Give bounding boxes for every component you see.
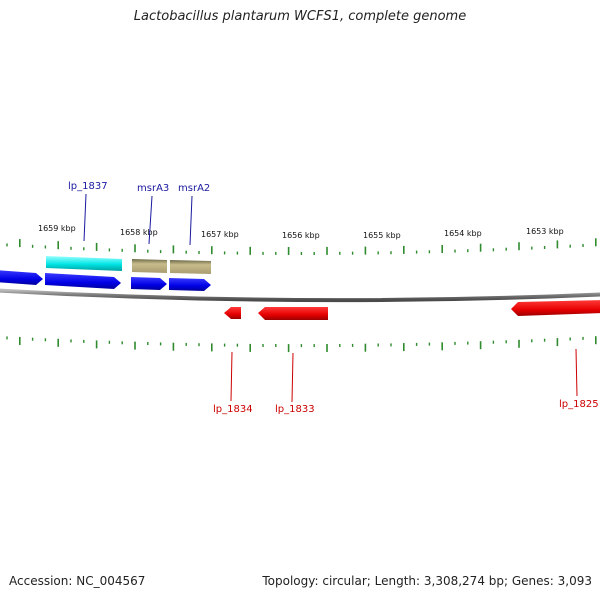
feature-msra2-rna[interactable] [170,260,211,274]
scale-label-1655kbp: 1655 kbp [363,231,401,240]
label-msra3[interactable]: msrA3 [137,183,169,194]
feature-msra3-cds[interactable] [131,277,167,290]
label-lp1834[interactable]: lp_1834 [213,404,253,415]
scale-label-1654kbp: 1654 kbp [444,229,482,238]
label-lp1833[interactable]: lp_1833 [275,404,315,415]
scale-label-1659kbp: 1659 kbp [38,224,76,233]
map-title: Lactobacillus plantarum WCFS1, complete … [133,9,467,24]
feature-msra3-rna[interactable] [132,259,167,273]
feature-lp1834-cds[interactable] [224,307,241,319]
feature-lp1825-cds[interactable] [511,300,600,316]
leader-msra3 [148,195,153,245]
scale-label-1653kbp: 1653 kbp [526,227,564,236]
genome-backbone [0,288,600,303]
leader-msra2 [189,195,193,246]
lower-scale-ticks [6,336,597,353]
leader-lp1837 [83,193,87,242]
scale-label-1658kbp: 1658 kbp [120,228,158,237]
leader-lp1833 [291,352,294,403]
accession-info: Accession: NC_004567 [9,574,146,588]
label-lp1837[interactable]: lp_1837 [68,181,108,192]
leader-lp1834 [230,351,233,402]
feature-lp1837-cds[interactable] [45,273,121,289]
feature-lp1837-gene[interactable] [46,256,122,271]
label-msra2[interactable]: msrA2 [178,183,210,194]
label-lp1825[interactable]: lp_1825 [559,399,599,410]
genome-summary: Topology: circular; Length: 3,308,274 bp… [262,574,592,588]
scale-label-1657kbp: 1657 kbp [201,230,239,239]
leader-lp1825 [575,348,578,397]
feature-lp1833-cds[interactable] [258,307,328,320]
upper-scale-ticks [6,238,597,255]
scale-label-1656kbp: 1656 kbp [282,231,320,240]
feature-msra2-cds[interactable] [169,278,211,291]
feature-forward-cds-left[interactable] [0,270,43,285]
